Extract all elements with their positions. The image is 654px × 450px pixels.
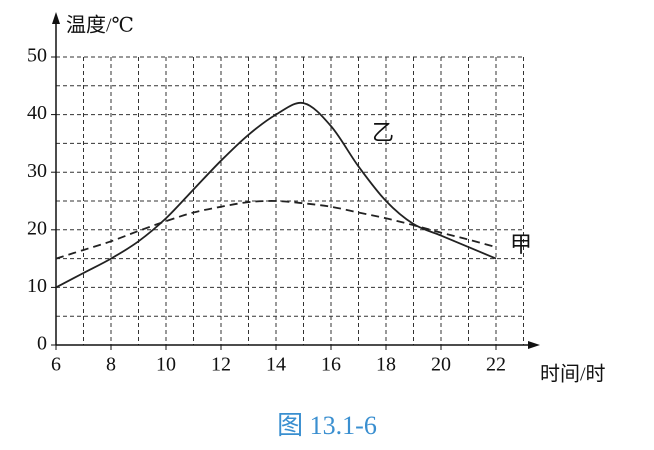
x-tick-label: 14 [266,354,286,376]
x-tick-label: 6 [51,354,61,376]
x-tick-label: 10 [156,354,176,376]
series-label: 乙 [372,120,394,145]
y-axis-arrow [52,12,60,24]
y-tick-label: 30 [27,160,47,182]
y-axis-label: 温度/℃ [66,14,134,37]
y-tick-label: 0 [37,333,47,355]
line-series [55,200,497,260]
x-axis-label: 时间/时 [540,363,606,386]
caption: 图 13.1-6 [277,411,377,440]
y-tick-label: 50 [27,45,47,67]
line-series [55,101,497,289]
series-label: 甲 [510,232,532,257]
x-axis-arrow [528,341,540,349]
x-tick-label: 18 [376,354,396,376]
x-tick-label: 8 [106,354,116,376]
x-tick-label: 16 [321,354,341,376]
x-tick-label: 12 [211,354,231,376]
y-tick-label: 20 [27,217,47,239]
x-tick-label: 20 [431,354,451,376]
y-tick-label: 40 [27,102,47,124]
y-tick-label: 10 [27,275,47,297]
x-tick-label: 22 [486,354,506,376]
